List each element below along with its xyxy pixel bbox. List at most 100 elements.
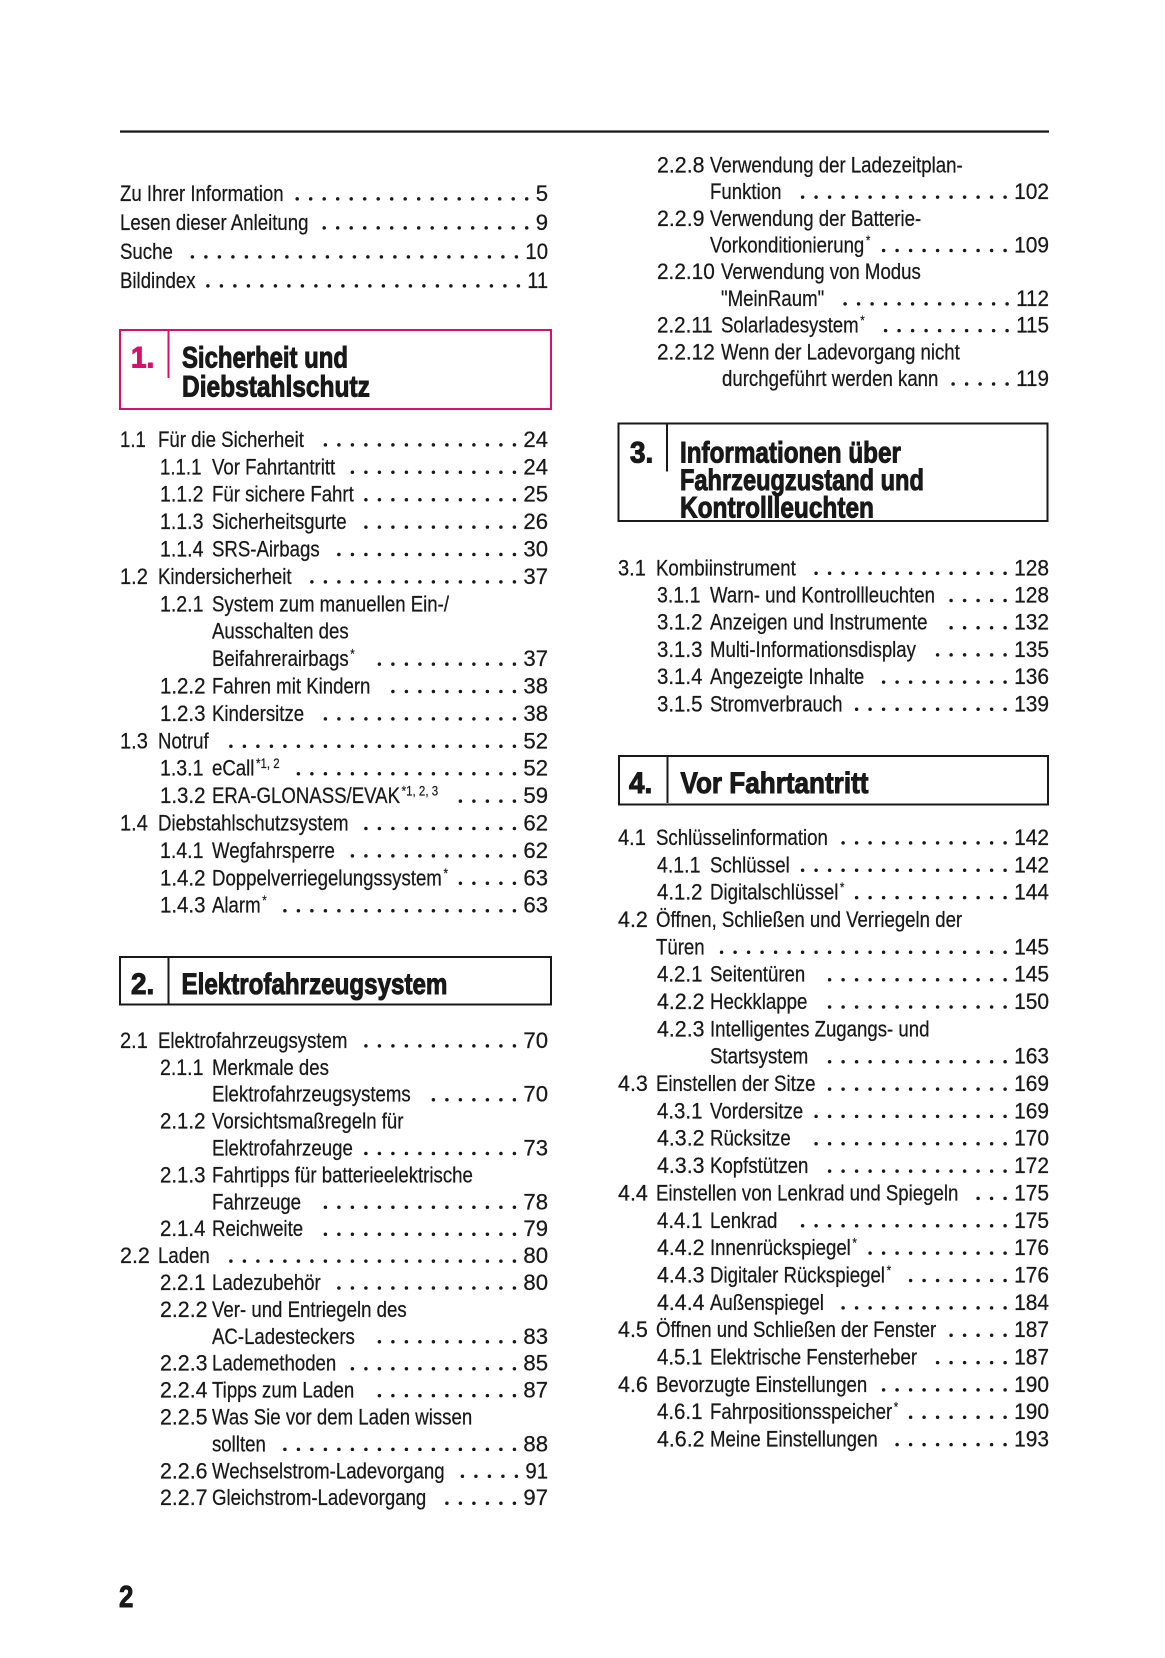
svg-text:1.2.2: 1.2.2: [160, 675, 205, 699]
svg-text:Meine Einstellungen: Meine Einstellungen: [710, 1428, 878, 1452]
svg-text:83: 83: [523, 1324, 548, 1349]
svg-text:Kontrollleuchten: Kontrollleuchten: [680, 490, 874, 524]
svg-text:*: *: [866, 233, 871, 248]
svg-text:Alarm: Alarm: [212, 894, 261, 918]
svg-text:Für sichere Fahrt: Für sichere Fahrt: [212, 483, 354, 507]
svg-text:87: 87: [523, 1378, 548, 1403]
svg-text:128: 128: [1014, 556, 1049, 580]
svg-text:Kopfstützen: Kopfstützen: [710, 1155, 808, 1179]
svg-text:115: 115: [1016, 314, 1049, 338]
svg-text:88: 88: [523, 1432, 548, 1457]
svg-text:Wenn der Ladevorgang nicht: Wenn der Ladevorgang nicht: [721, 341, 960, 365]
svg-text:Vordersitze: Vordersitze: [710, 1100, 803, 1124]
svg-text:*: *: [262, 893, 267, 908]
svg-text:3.1.5: 3.1.5: [657, 693, 702, 717]
svg-text:*: *: [852, 1236, 857, 1251]
svg-text:2.2.7: 2.2.7: [160, 1485, 208, 1510]
svg-text:2.1.2: 2.1.2: [160, 1110, 205, 1134]
svg-text:*1, 2, 3: *1, 2, 3: [402, 784, 439, 799]
svg-text:63: 63: [523, 865, 548, 890]
svg-text:11: 11: [527, 269, 548, 293]
svg-text:1.3.2: 1.3.2: [160, 785, 205, 809]
svg-text:70: 70: [523, 1082, 548, 1107]
svg-text:Funktion: Funktion: [710, 181, 781, 205]
svg-text:1.1: 1.1: [120, 429, 146, 453]
svg-text:Kindersicherheit: Kindersicherheit: [158, 566, 292, 590]
svg-text:52: 52: [523, 756, 548, 781]
svg-text:2.1: 2.1: [120, 1029, 148, 1053]
svg-text:Kombiinstrument: Kombiinstrument: [656, 557, 796, 581]
svg-text:Öffnen und Schließen der Fenst: Öffnen und Schließen der Fenster: [656, 1319, 936, 1343]
svg-text:Wechselstrom-Ladevorgang: Wechselstrom-Ladevorgang: [212, 1460, 445, 1484]
svg-text:Einstellen der Sitze: Einstellen der Sitze: [656, 1073, 815, 1097]
svg-text:4.4.2: 4.4.2: [657, 1235, 705, 1260]
svg-text:4.2.2: 4.2.2: [657, 989, 705, 1014]
svg-text:132: 132: [1014, 610, 1049, 634]
svg-text:1.: 1.: [131, 342, 154, 375]
svg-text:26: 26: [523, 509, 548, 534]
svg-text:Schlüsselinformation: Schlüsselinformation: [656, 827, 828, 851]
svg-text:1.3: 1.3: [120, 730, 148, 754]
svg-text:102: 102: [1014, 180, 1049, 204]
svg-text:2.: 2.: [131, 968, 154, 1001]
svg-text:175: 175: [1014, 1181, 1049, 1205]
svg-text:2.1.3: 2.1.3: [160, 1164, 205, 1188]
svg-text:187: 187: [1014, 1318, 1049, 1342]
svg-text:ERA-GLONASS/EVAK: ERA-GLONASS/EVAK: [212, 785, 400, 809]
svg-text:System zum manuellen Ein-/: System zum manuellen Ein-/: [212, 593, 449, 617]
svg-text:Einstellen von Lenkrad und Spi: Einstellen von Lenkrad und Spiegeln: [656, 1182, 958, 1206]
svg-text:Laden: Laden: [158, 1245, 210, 1269]
svg-text:1.1.2: 1.1.2: [160, 483, 203, 507]
svg-text:Was Sie vor dem Laden wissen: Was Sie vor dem Laden wissen: [212, 1406, 472, 1430]
svg-text:169: 169: [1014, 1072, 1049, 1096]
svg-text:1.3.1: 1.3.1: [160, 757, 203, 781]
svg-text:Elektrofahrzeugsystems: Elektrofahrzeugsystems: [212, 1083, 411, 1107]
svg-text:80: 80: [523, 1243, 548, 1268]
svg-text:139: 139: [1014, 692, 1049, 716]
svg-text:4.5: 4.5: [618, 1317, 648, 1342]
svg-text:119: 119: [1016, 368, 1049, 392]
svg-text:Vorkonditionierung: Vorkonditionierung: [710, 234, 864, 258]
svg-text:Ladezubehör: Ladezubehör: [212, 1272, 321, 1296]
svg-text:Kindersitze: Kindersitze: [212, 703, 304, 727]
svg-text:Verwendung von Modus: Verwendung von Modus: [721, 261, 921, 285]
svg-text:4.1.2: 4.1.2: [657, 881, 702, 905]
svg-text:*: *: [894, 1400, 899, 1415]
svg-text:3.1.2: 3.1.2: [657, 611, 702, 635]
svg-text:79: 79: [523, 1216, 548, 1241]
svg-text:4.4.4: 4.4.4: [657, 1290, 705, 1315]
svg-text:4.4.3: 4.4.3: [657, 1262, 705, 1287]
svg-text:136: 136: [1014, 665, 1049, 689]
svg-text:1.1.4: 1.1.4: [160, 538, 203, 562]
svg-text:Fahrzeuge: Fahrzeuge: [212, 1191, 301, 1215]
svg-text:"MeinRaum": "MeinRaum": [721, 288, 824, 312]
svg-text:2.2.5: 2.2.5: [160, 1404, 208, 1429]
svg-text:4.6: 4.6: [618, 1372, 648, 1397]
svg-text:1.2.3: 1.2.3: [160, 702, 205, 726]
svg-text:4.6.1: 4.6.1: [657, 1401, 702, 1425]
svg-text:4.: 4.: [629, 767, 652, 800]
svg-text:4.2: 4.2: [618, 907, 648, 932]
svg-text:175: 175: [1014, 1208, 1049, 1232]
svg-text:Sicherheit und: Sicherheit und: [182, 340, 348, 374]
svg-text:Öffnen, Schließen und Verriege: Öffnen, Schließen und Verriegeln der: [656, 909, 962, 933]
svg-text:*: *: [444, 866, 449, 881]
svg-text:145: 145: [1014, 935, 1049, 959]
svg-text:2.2.2: 2.2.2: [160, 1297, 208, 1322]
svg-text:70: 70: [523, 1028, 548, 1053]
svg-text:30: 30: [523, 537, 548, 562]
svg-text:SRS-Airbags: SRS-Airbags: [212, 538, 320, 562]
svg-text:Außenspiegel: Außenspiegel: [710, 1292, 824, 1316]
svg-text:109: 109: [1014, 233, 1049, 257]
svg-text:eCall: eCall: [212, 757, 254, 781]
svg-text:Fahrtipps für batterieelektris: Fahrtipps für batterieelektrische: [212, 1164, 473, 1188]
svg-text:1.4.1: 1.4.1: [160, 839, 203, 863]
svg-text:193: 193: [1014, 1427, 1049, 1451]
svg-text:3.1.3: 3.1.3: [657, 638, 702, 662]
svg-text:Sicherheitsgurte: Sicherheitsgurte: [212, 511, 347, 535]
svg-text:3.: 3.: [630, 437, 653, 470]
svg-text:2: 2: [119, 1579, 133, 1613]
svg-text:Informationen über: Informationen über: [680, 435, 901, 469]
svg-text:Beifahrerairbags: Beifahrerairbags: [212, 648, 349, 672]
svg-text:25: 25: [523, 482, 548, 507]
